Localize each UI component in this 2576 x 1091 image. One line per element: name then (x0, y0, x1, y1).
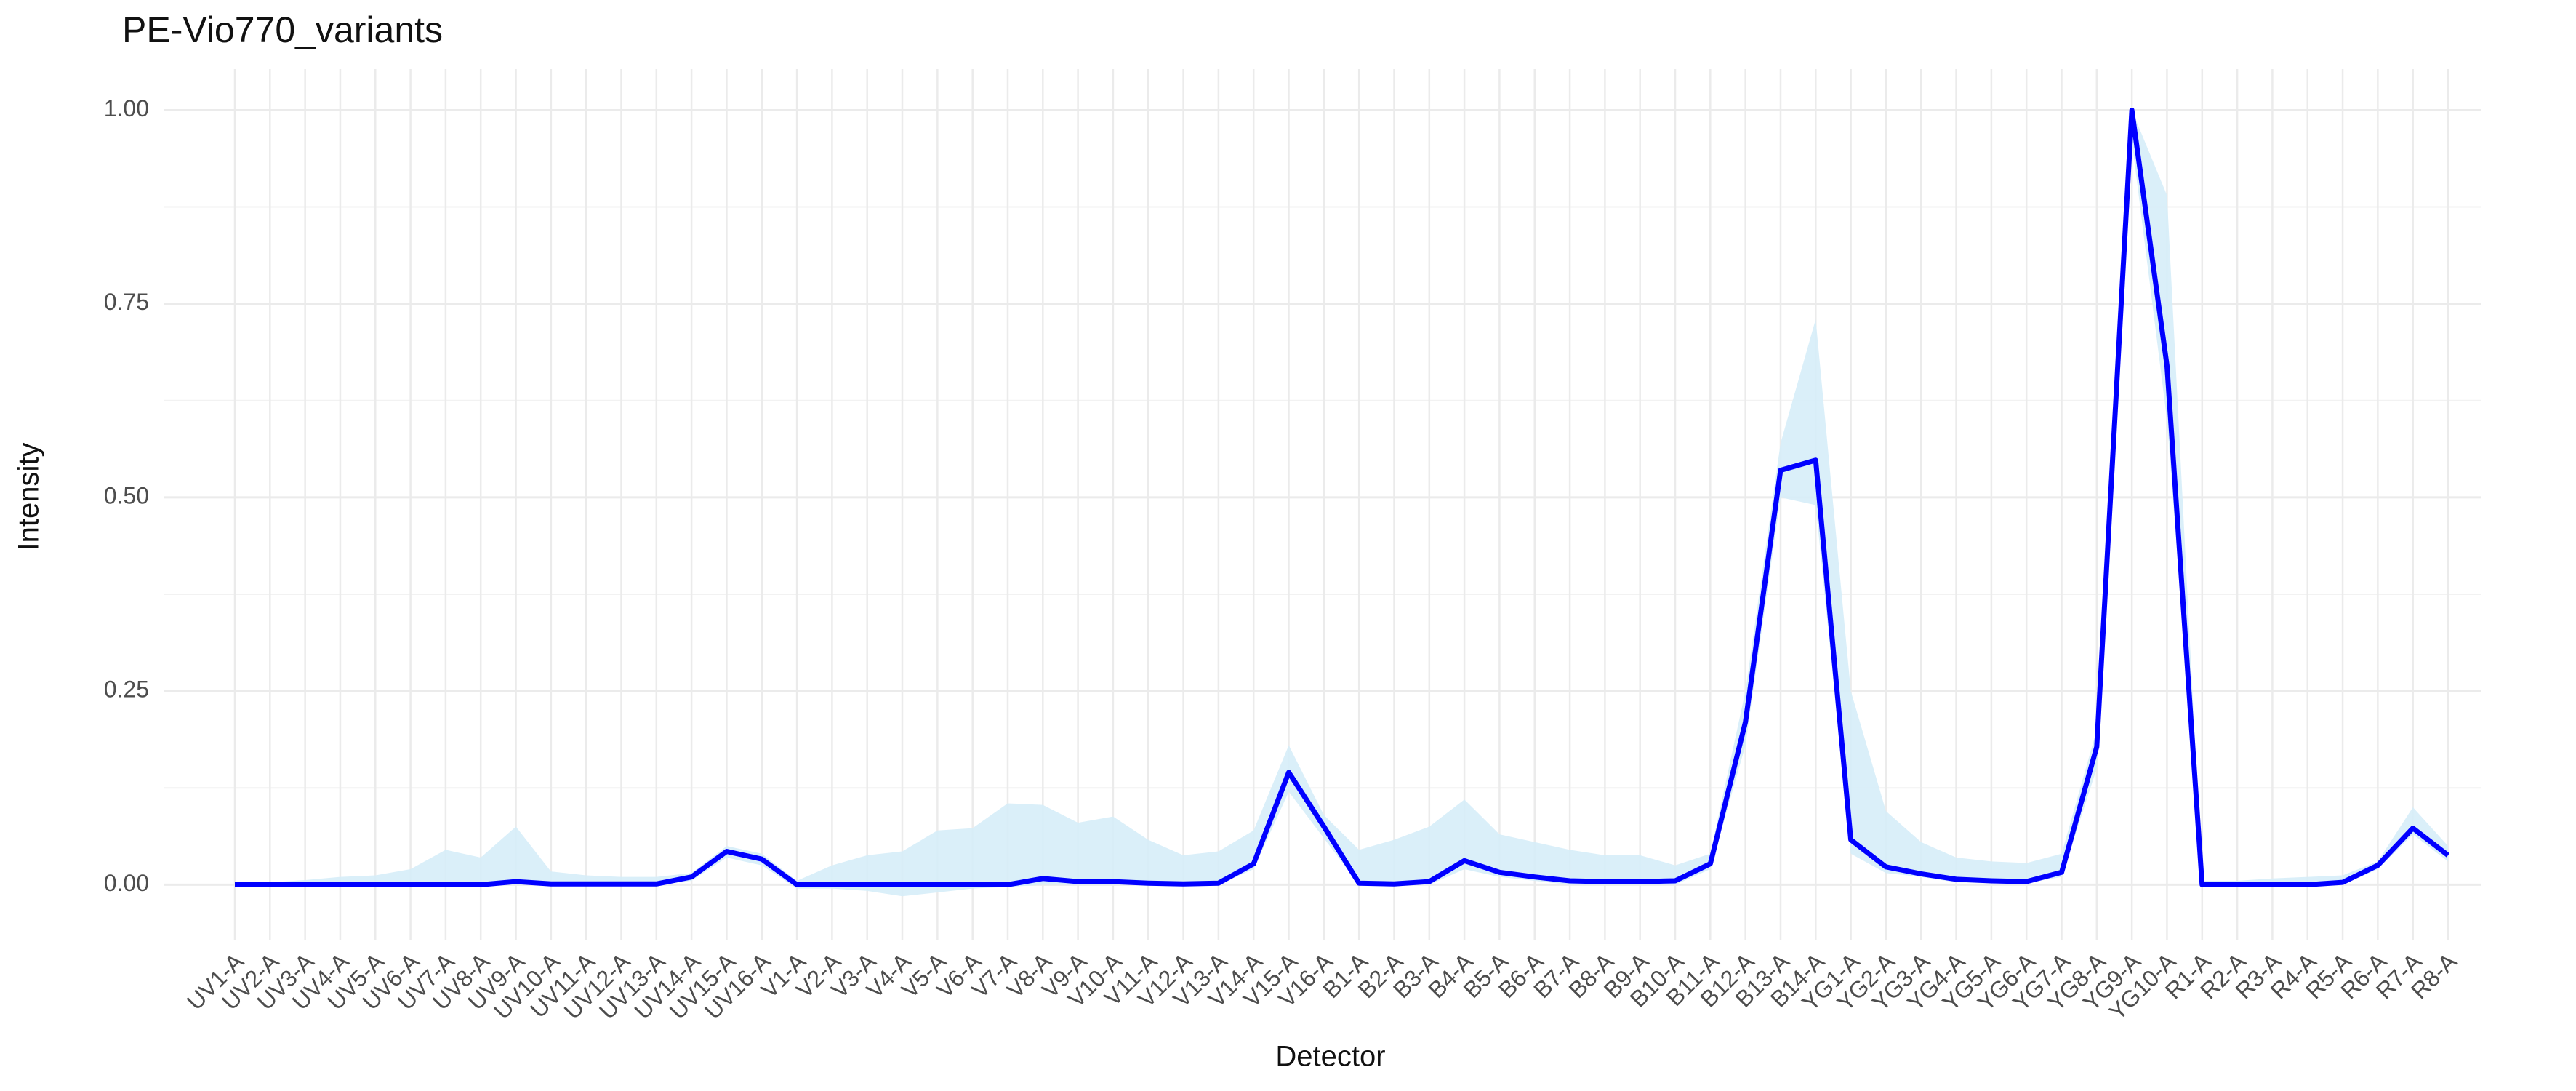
y-tick-label: 0.00 (104, 870, 149, 896)
y-tick-label: 0.75 (104, 289, 149, 315)
y-tick-label: 1.00 (104, 95, 149, 121)
line (235, 107, 2450, 887)
chart-title: PE-Vio770_variants (122, 9, 443, 50)
y-tick-label: 0.25 (104, 676, 149, 703)
y-axis-title: Intensity (13, 443, 45, 551)
y-tick-label: 0.50 (104, 482, 149, 508)
x-axis-title: Detector (1275, 1041, 1385, 1073)
